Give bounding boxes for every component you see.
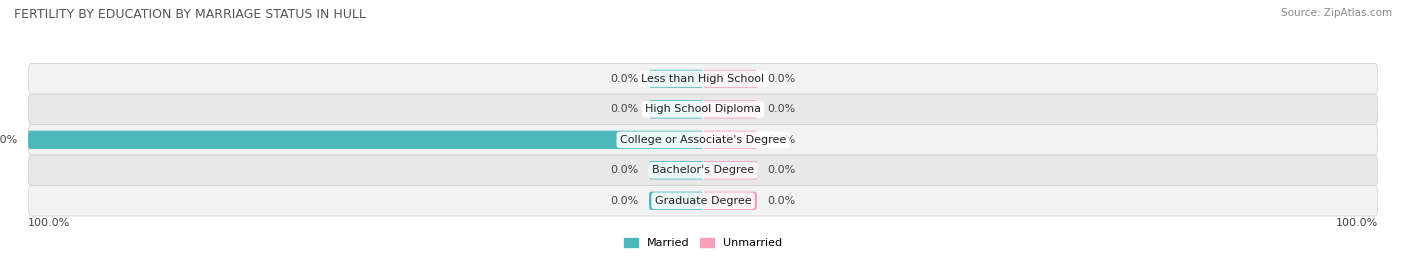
- Text: High School Diploma: High School Diploma: [645, 104, 761, 114]
- Text: 0.0%: 0.0%: [768, 165, 796, 175]
- Text: FERTILITY BY EDUCATION BY MARRIAGE STATUS IN HULL: FERTILITY BY EDUCATION BY MARRIAGE STATU…: [14, 8, 366, 21]
- Text: Bachelor's Degree: Bachelor's Degree: [652, 165, 754, 175]
- FancyBboxPatch shape: [650, 192, 703, 210]
- Text: 0.0%: 0.0%: [610, 74, 638, 84]
- FancyBboxPatch shape: [28, 186, 1378, 216]
- FancyBboxPatch shape: [650, 161, 703, 179]
- Text: 0.0%: 0.0%: [610, 165, 638, 175]
- Text: Graduate Degree: Graduate Degree: [655, 196, 751, 206]
- Text: 0.0%: 0.0%: [610, 104, 638, 114]
- Text: 0.0%: 0.0%: [768, 196, 796, 206]
- FancyBboxPatch shape: [650, 70, 703, 88]
- FancyBboxPatch shape: [28, 94, 1378, 125]
- FancyBboxPatch shape: [28, 131, 703, 149]
- Text: 100.0%: 100.0%: [1336, 218, 1378, 228]
- Text: Less than High School: Less than High School: [641, 74, 765, 84]
- FancyBboxPatch shape: [703, 131, 756, 149]
- Text: 0.0%: 0.0%: [768, 104, 796, 114]
- FancyBboxPatch shape: [28, 125, 1378, 155]
- FancyBboxPatch shape: [703, 70, 756, 88]
- FancyBboxPatch shape: [650, 100, 703, 119]
- Text: 100.0%: 100.0%: [28, 218, 70, 228]
- FancyBboxPatch shape: [703, 192, 756, 210]
- FancyBboxPatch shape: [28, 64, 1378, 94]
- Text: 0.0%: 0.0%: [610, 196, 638, 206]
- FancyBboxPatch shape: [28, 155, 1378, 186]
- Text: 0.0%: 0.0%: [768, 135, 796, 145]
- Text: Source: ZipAtlas.com: Source: ZipAtlas.com: [1281, 8, 1392, 18]
- Text: 0.0%: 0.0%: [768, 74, 796, 84]
- Legend: Married, Unmarried: Married, Unmarried: [620, 233, 786, 253]
- FancyBboxPatch shape: [703, 100, 756, 119]
- Text: College or Associate's Degree: College or Associate's Degree: [620, 135, 786, 145]
- FancyBboxPatch shape: [703, 161, 756, 179]
- Text: 100.0%: 100.0%: [0, 135, 18, 145]
